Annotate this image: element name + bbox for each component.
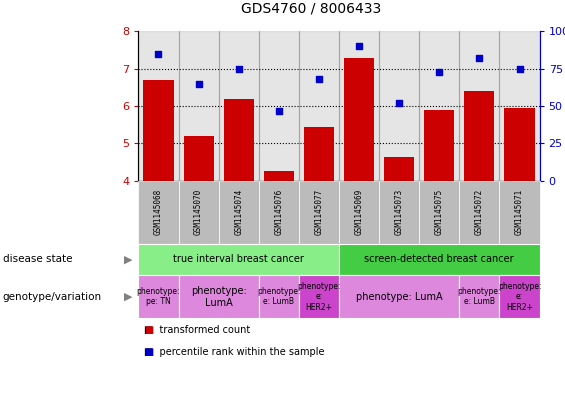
Bar	[259, 31, 299, 181]
Text: GSM1145069: GSM1145069	[355, 189, 363, 235]
Text: phenotype:
e: LumB: phenotype: e: LumB	[458, 287, 501, 307]
Text: genotype/variation: genotype/variation	[3, 292, 102, 302]
Bar	[299, 31, 339, 181]
Text: GSM1145075: GSM1145075	[435, 189, 444, 235]
Point	[275, 107, 283, 114]
Bar	[419, 31, 459, 181]
Bar	[304, 127, 334, 181]
Bar	[505, 108, 534, 181]
Text: phenotype: LumA: phenotype: LumA	[356, 292, 442, 302]
Bar	[459, 31, 499, 181]
Text: GSM1145071: GSM1145071	[515, 189, 524, 235]
Text: ■  transformed count: ■ transformed count	[144, 325, 250, 335]
Point	[314, 76, 323, 83]
Bar	[144, 80, 173, 181]
Text: ▶: ▶	[124, 292, 133, 302]
Bar	[499, 31, 540, 181]
Point	[435, 69, 444, 75]
Point	[355, 43, 364, 50]
Text: true interval breast cancer: true interval breast cancer	[173, 254, 304, 264]
Text: ■  percentile rank within the sample: ■ percentile rank within the sample	[144, 347, 324, 357]
Bar	[179, 31, 219, 181]
Text: phenotype:
e:
HER2+: phenotype: e: HER2+	[498, 282, 541, 312]
Point	[194, 81, 203, 87]
Text: GSM1145077: GSM1145077	[315, 189, 323, 235]
Text: GSM1145074: GSM1145074	[234, 189, 243, 235]
Text: GSM1145073: GSM1145073	[395, 189, 403, 235]
Bar	[219, 31, 259, 181]
Bar	[224, 99, 254, 181]
Text: GSM1145076: GSM1145076	[275, 189, 283, 235]
Text: ▶: ▶	[124, 254, 133, 264]
Text: phenotype:
e:
HER2+: phenotype: e: HER2+	[297, 282, 341, 312]
Bar	[339, 31, 379, 181]
Text: GSM1145072: GSM1145072	[475, 189, 484, 235]
Text: disease state: disease state	[3, 254, 72, 264]
Bar	[384, 156, 414, 181]
Point	[475, 55, 484, 61]
Bar	[344, 57, 374, 181]
Text: screen-detected breast cancer: screen-detected breast cancer	[364, 254, 514, 264]
Bar	[379, 31, 419, 181]
Text: ■: ■	[144, 325, 153, 335]
Text: GSM1145068: GSM1145068	[154, 189, 163, 235]
Text: GSM1145070: GSM1145070	[194, 189, 203, 235]
Text: phenotype:
e: LumB: phenotype: e: LumB	[257, 287, 301, 307]
Text: ■: ■	[144, 347, 153, 357]
Bar	[184, 136, 214, 181]
Bar	[138, 31, 179, 181]
Text: phenotype:
pe: TN: phenotype: pe: TN	[137, 287, 180, 307]
Point	[515, 66, 524, 72]
Point	[234, 66, 243, 72]
Text: GDS4760 / 8006433: GDS4760 / 8006433	[241, 2, 381, 16]
Text: phenotype:
LumA: phenotype: LumA	[191, 286, 246, 307]
Bar	[264, 171, 294, 181]
Bar	[464, 91, 494, 181]
Point	[154, 51, 163, 57]
Bar	[424, 110, 454, 181]
Point	[394, 100, 403, 106]
